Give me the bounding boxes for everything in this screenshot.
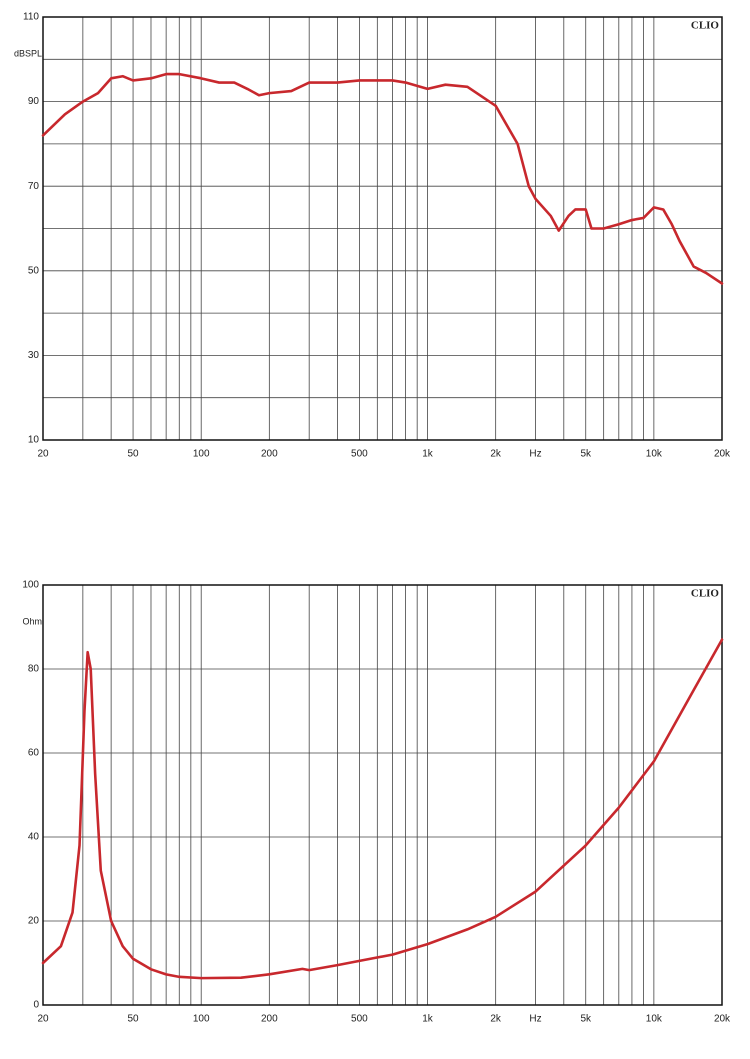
x-tick-label: 2k <box>490 449 502 460</box>
x-tick-label: Hz <box>529 449 541 460</box>
y-tick-label: 100 <box>22 580 39 591</box>
plot-border <box>42 584 723 1006</box>
x-tick-label: 1k <box>422 1014 434 1025</box>
y-tick-label: 30 <box>28 350 40 361</box>
x-tick-label: 20 <box>37 449 49 460</box>
y-axis-label: dBSPL <box>14 48 42 58</box>
brand-label: CLIO <box>691 20 720 32</box>
x-tick-label: 100 <box>193 449 210 460</box>
y-tick-label: 50 <box>28 265 40 276</box>
x-tick-label: 5k <box>580 449 592 460</box>
y-axis-label: Ohm <box>22 616 42 626</box>
y-tick-label: 10 <box>28 435 40 446</box>
x-tick-label: 1k <box>422 449 434 460</box>
y-tick-label: 40 <box>28 832 40 843</box>
x-tick-label: 200 <box>261 449 278 460</box>
x-tick-label: 10k <box>646 1014 663 1025</box>
x-tick-label: 500 <box>351 449 368 460</box>
y-tick-label: 20 <box>28 916 40 927</box>
response-line <box>41 638 724 980</box>
x-tick-label: 100 <box>193 1014 210 1025</box>
x-tick-label: Hz <box>529 1014 541 1025</box>
x-tick-label: 20k <box>714 449 731 460</box>
y-tick-label: 60 <box>28 748 40 759</box>
y-tick-label: 80 <box>28 664 40 675</box>
x-tick-label: 200 <box>261 1014 278 1025</box>
plot-border <box>42 16 723 441</box>
x-tick-label: 10k <box>646 449 663 460</box>
x-tick-label: 50 <box>128 1014 140 1025</box>
x-tick-label: 50 <box>128 449 140 460</box>
plot-area <box>43 585 722 1005</box>
response-line <box>41 72 724 285</box>
x-tick-label: 500 <box>351 1014 368 1025</box>
y-tick-label: 90 <box>28 96 40 107</box>
x-tick-label: 5k <box>580 1014 592 1025</box>
y-tick-label: 70 <box>28 181 40 192</box>
x-tick-label: 20 <box>37 1014 49 1025</box>
x-tick-label: 20k <box>714 1014 731 1025</box>
x-tick-label: 2k <box>490 1014 502 1025</box>
y-tick-label: 0 <box>33 1000 39 1011</box>
brand-label: CLIO <box>691 588 720 600</box>
y-tick-label: 110 <box>23 12 39 23</box>
